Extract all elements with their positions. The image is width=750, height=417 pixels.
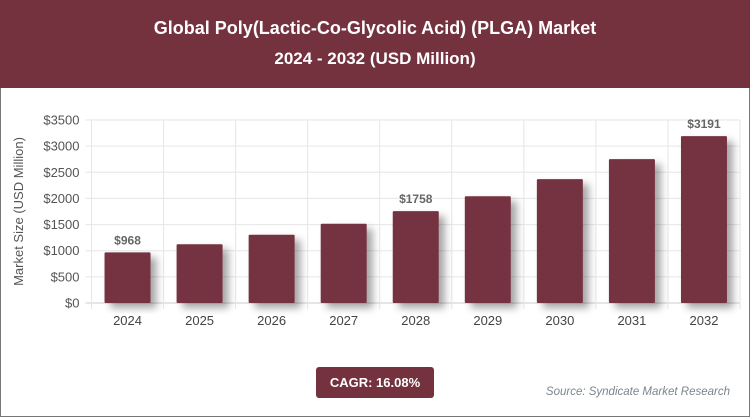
chart-header: Global Poly(Lactic-Co-Glycolic Acid) (PL… bbox=[0, 0, 750, 88]
x-tick-label: 2026 bbox=[257, 313, 286, 328]
y-tick-label: $500 bbox=[51, 269, 80, 284]
y-tick-label: $1000 bbox=[43, 243, 79, 258]
chart-title: Global Poly(Lactic-Co-Glycolic Acid) (PL… bbox=[153, 18, 597, 38]
cagr-badge: CAGR: 16.08% bbox=[316, 367, 434, 398]
y-tick-label: $3000 bbox=[43, 139, 79, 154]
bar-2026 bbox=[248, 234, 295, 303]
y-tick-label: $1500 bbox=[43, 217, 79, 232]
x-tick-label: 2030 bbox=[545, 313, 574, 328]
y-tick-label: $2000 bbox=[43, 191, 79, 206]
x-tick-label: 2031 bbox=[617, 313, 646, 328]
y-tick-label: $3500 bbox=[43, 113, 79, 128]
bar-2029 bbox=[464, 196, 511, 303]
bar-2025 bbox=[176, 244, 223, 303]
data-label: $968 bbox=[114, 233, 141, 247]
bar-2027 bbox=[320, 223, 367, 303]
y-tick-label: $2500 bbox=[43, 165, 79, 180]
chart-subtitle: 2024 - 2032 (USD Million) bbox=[274, 49, 476, 68]
x-tick-label: 2025 bbox=[185, 313, 214, 328]
x-tick-label: 2028 bbox=[401, 313, 430, 328]
bar-2024 bbox=[104, 252, 151, 303]
bar-2032 bbox=[680, 136, 727, 303]
data-label: $3191 bbox=[687, 117, 721, 131]
x-tick-label: 2027 bbox=[329, 313, 358, 328]
bar-2028 bbox=[392, 211, 439, 303]
bar-2031 bbox=[608, 159, 655, 303]
source-note: Source: Syndicate Market Research bbox=[545, 386, 730, 398]
data-label: $1758 bbox=[399, 192, 433, 206]
x-tick-label: 2024 bbox=[113, 313, 142, 328]
bar-2030 bbox=[536, 179, 583, 303]
y-tick-label: $0 bbox=[65, 296, 79, 311]
y-axis-title: Market Size (USD Million) bbox=[11, 137, 26, 286]
x-tick-label: 2029 bbox=[473, 313, 502, 328]
x-tick-label: 2032 bbox=[690, 313, 719, 328]
